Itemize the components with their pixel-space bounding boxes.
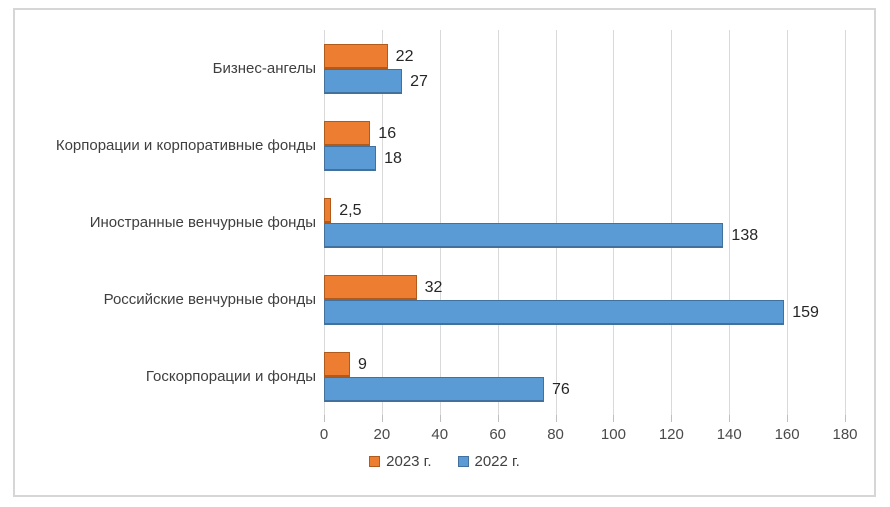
x-axis-tick-label: 0	[319, 426, 329, 443]
legend-item: 2022 г.	[457, 453, 520, 470]
x-axis-tick-label: 40	[431, 426, 449, 443]
axis-tick-mark	[613, 415, 615, 422]
value-label: 76	[551, 380, 570, 398]
value-label: 22	[395, 47, 414, 65]
axis-tick-mark	[729, 415, 731, 422]
axis-tick-mark	[555, 415, 557, 422]
value-label: 18	[384, 149, 402, 167]
category-label: Бизнес-ангелы	[212, 59, 316, 77]
gridline	[729, 30, 731, 415]
axis-tick-mark	[381, 415, 383, 422]
axis-tick-mark	[439, 415, 441, 422]
legend-label: 2023 г.	[386, 453, 432, 470]
axis-tick-mark	[787, 415, 789, 422]
bar-2022	[324, 299, 785, 325]
legend-item: 2023 г.	[369, 453, 432, 470]
x-axis-tick-label: 80	[547, 426, 564, 443]
legend-marker-icon	[369, 456, 381, 467]
category-label: Госкорпорации и фонды	[145, 367, 316, 385]
value-label: 27	[410, 72, 428, 90]
value-label: 9	[358, 355, 367, 373]
value-label: 16	[378, 124, 397, 142]
value-label: 32	[424, 278, 443, 296]
legend-marker-icon	[457, 456, 469, 467]
x-axis-tick-label: 180	[832, 426, 858, 443]
bar-2023	[324, 274, 417, 300]
x-axis-tick-label: 160	[774, 426, 800, 443]
axis-tick-mark	[324, 415, 325, 422]
value-label: 159	[792, 303, 819, 321]
legend-label: 2022 г.	[474, 453, 520, 470]
category-label: Корпорации и корпоративные фонды	[55, 136, 316, 154]
gridline	[845, 30, 846, 415]
bar-2022	[324, 222, 724, 248]
axis-tick-mark	[845, 415, 846, 422]
x-axis-tick-label: 20	[373, 426, 391, 443]
bar-2023	[324, 120, 371, 146]
bar-2022	[324, 145, 377, 171]
axis-tick-mark	[671, 415, 673, 422]
bar-2023	[324, 43, 388, 69]
bar-2022	[324, 68, 403, 94]
value-label: 2,5	[339, 201, 362, 219]
legend: 2023 г. 2022 г.	[15, 453, 874, 470]
x-axis-tick-label: 120	[658, 426, 684, 443]
chart-frame: 22 16 2,5 32 9 27 18 138 159 76 Бизнес-ангелы Корп…	[13, 8, 876, 497]
category-label: Иностранные венчурные фонды	[89, 213, 316, 231]
plot-area: 22 16 2,5 32 9 27 18 138 159 76	[324, 30, 846, 415]
x-axis-tick-label: 140	[716, 426, 742, 443]
axis-tick-mark	[497, 415, 499, 422]
bar-2022	[324, 376, 544, 402]
gridline	[787, 30, 789, 415]
value-label: 138	[731, 226, 759, 244]
x-axis-tick-label: 60	[489, 426, 506, 443]
bar-2023	[324, 197, 332, 223]
x-axis-tick-label: 100	[600, 426, 626, 443]
category-label: Российские венчурные фонды	[103, 290, 316, 308]
bar-2023	[324, 351, 351, 377]
